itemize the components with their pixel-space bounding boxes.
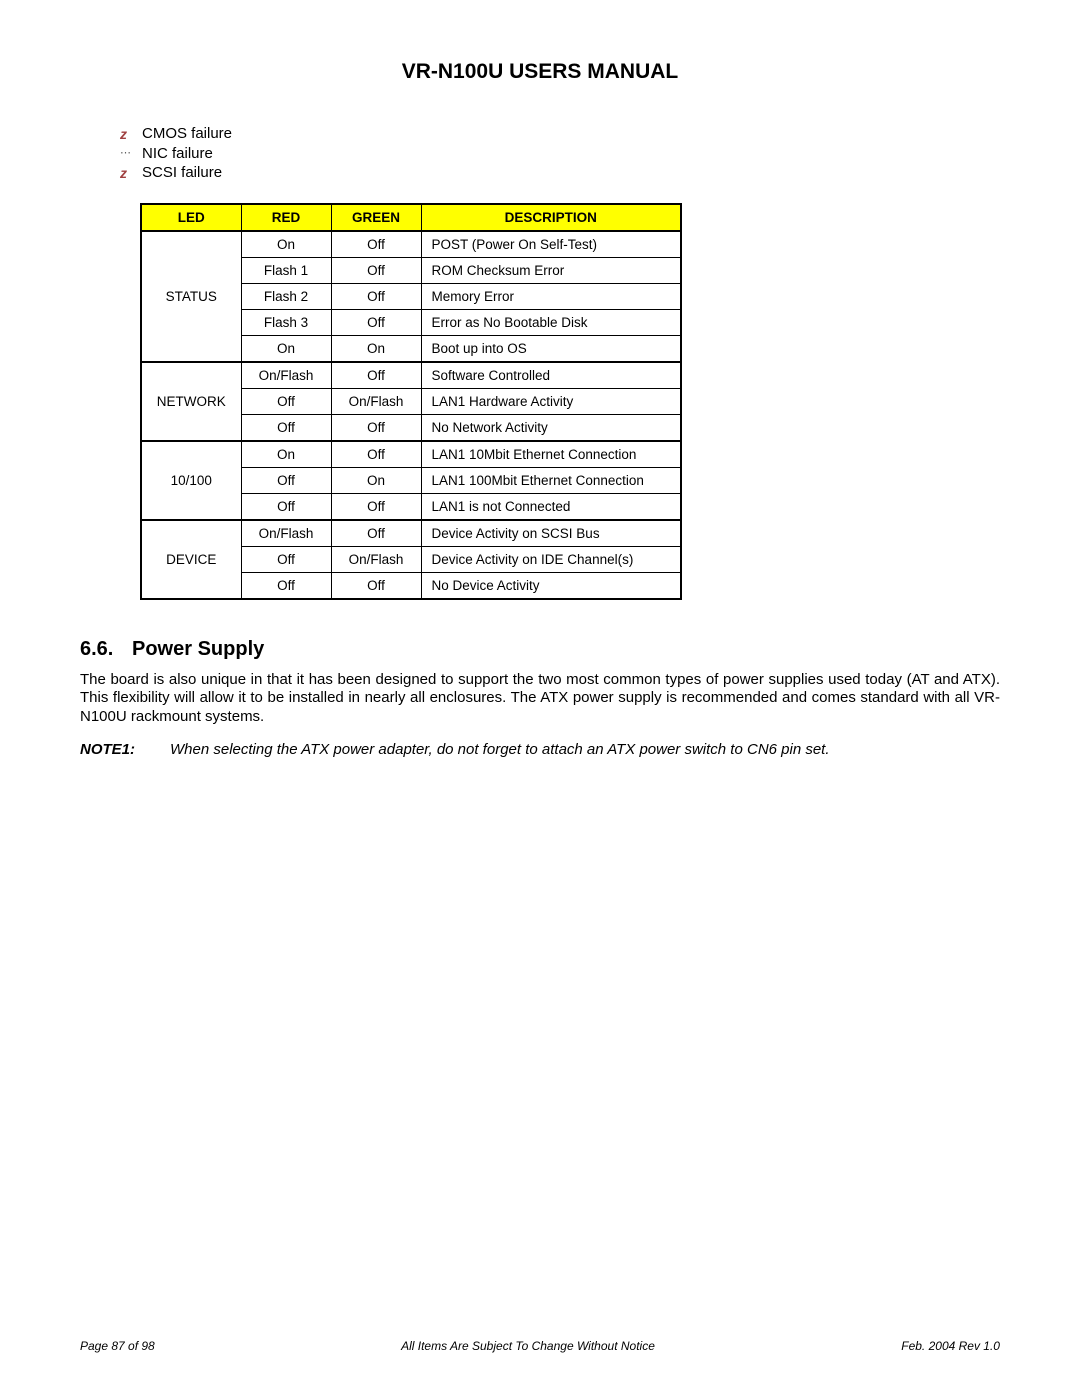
cell-green: Off	[331, 441, 421, 468]
bullet-icon: z	[120, 164, 142, 182]
table-row: 10/100OnOffLAN1 10Mbit Ethernet Connecti…	[141, 441, 681, 468]
cell-red: Off	[241, 493, 331, 520]
failure-bullet-list: z CMOS failure ⋯ NIC failure z SCSI fail…	[80, 124, 1000, 183]
cell-green: Off	[331, 283, 421, 309]
cell-description: POST (Power On Self-Test)	[421, 231, 681, 258]
col-header-description: DESCRIPTION	[421, 204, 681, 231]
table-header-row: LED RED GREEN DESCRIPTION	[141, 204, 681, 231]
document-title: VR-N100U USERS MANUAL	[80, 60, 1000, 84]
footer-disclaimer: All Items Are Subject To Change Without …	[401, 1339, 655, 1353]
cell-green: Off	[331, 309, 421, 335]
note-text: When selecting the ATX power adapter, do…	[170, 741, 830, 758]
cell-description: ROM Checksum Error	[421, 257, 681, 283]
cell-red: On	[241, 231, 331, 258]
bullet-text: NIC failure	[142, 144, 213, 164]
bullet-item: z CMOS failure	[120, 124, 1000, 144]
cell-green: Off	[331, 231, 421, 258]
col-header-red: RED	[241, 204, 331, 231]
page-footer: Page 87 of 98 All Items Are Subject To C…	[80, 1339, 1000, 1353]
cell-red: Flash 1	[241, 257, 331, 283]
section-number: 6.6.	[80, 638, 132, 661]
table-row: STATUSOnOffPOST (Power On Self-Test)	[141, 231, 681, 258]
cell-green: On/Flash	[331, 546, 421, 572]
section-note: NOTE1: When selecting the ATX power adap…	[80, 741, 1000, 758]
cell-description: Device Activity on IDE Channel(s)	[421, 546, 681, 572]
table-row: DEVICEOn/FlashOffDevice Activity on SCSI…	[141, 520, 681, 547]
bullet-icon: ⋯	[120, 146, 142, 160]
cell-green: On	[331, 335, 421, 362]
cell-green: Off	[331, 493, 421, 520]
cell-description: Memory Error	[421, 283, 681, 309]
cell-red: Flash 2	[241, 283, 331, 309]
note-label: NOTE1:	[80, 741, 170, 758]
cell-description: LAN1 Hardware Activity	[421, 388, 681, 414]
cell-red: On	[241, 335, 331, 362]
cell-red: Off	[241, 572, 331, 599]
cell-description: Error as No Bootable Disk	[421, 309, 681, 335]
cell-red: On/Flash	[241, 520, 331, 547]
cell-green: Off	[331, 257, 421, 283]
section-heading: 6.6.Power Supply	[80, 638, 1000, 661]
cell-red: Off	[241, 546, 331, 572]
cell-description: Device Activity on SCSI Bus	[421, 520, 681, 547]
bullet-text: SCSI failure	[142, 163, 222, 183]
cell-green: Off	[331, 572, 421, 599]
led-status-table: LED RED GREEN DESCRIPTION STATUSOnOffPOS…	[140, 203, 682, 600]
cell-red: Off	[241, 388, 331, 414]
col-header-green: GREEN	[331, 204, 421, 231]
bullet-icon: z	[120, 125, 142, 143]
section-title: Power Supply	[132, 638, 264, 660]
cell-led-group: NETWORK	[141, 362, 241, 441]
cell-description: No Device Activity	[421, 572, 681, 599]
section-body-text: The board is also unique in that it has …	[80, 671, 1000, 727]
cell-green: Off	[331, 362, 421, 389]
cell-red: Flash 3	[241, 309, 331, 335]
footer-page-number: Page 87 of 98	[80, 1339, 155, 1353]
table-row: NETWORKOn/FlashOffSoftware Controlled	[141, 362, 681, 389]
cell-description: Software Controlled	[421, 362, 681, 389]
cell-red: On/Flash	[241, 362, 331, 389]
cell-green: Off	[331, 414, 421, 441]
cell-led-group: DEVICE	[141, 520, 241, 599]
bullet-item: z SCSI failure	[120, 163, 1000, 183]
cell-description: LAN1 is not Connected	[421, 493, 681, 520]
bullet-item: ⋯ NIC failure	[120, 144, 1000, 164]
col-header-led: LED	[141, 204, 241, 231]
cell-green: On/Flash	[331, 388, 421, 414]
cell-description: No Network Activity	[421, 414, 681, 441]
cell-green: On	[331, 467, 421, 493]
cell-red: Off	[241, 414, 331, 441]
cell-description: Boot up into OS	[421, 335, 681, 362]
cell-green: Off	[331, 520, 421, 547]
cell-led-group: STATUS	[141, 231, 241, 362]
cell-red: Off	[241, 467, 331, 493]
bullet-text: CMOS failure	[142, 124, 232, 144]
cell-description: LAN1 100Mbit Ethernet Connection	[421, 467, 681, 493]
cell-description: LAN1 10Mbit Ethernet Connection	[421, 441, 681, 468]
footer-revision: Feb. 2004 Rev 1.0	[901, 1339, 1000, 1353]
cell-led-group: 10/100	[141, 441, 241, 520]
cell-red: On	[241, 441, 331, 468]
